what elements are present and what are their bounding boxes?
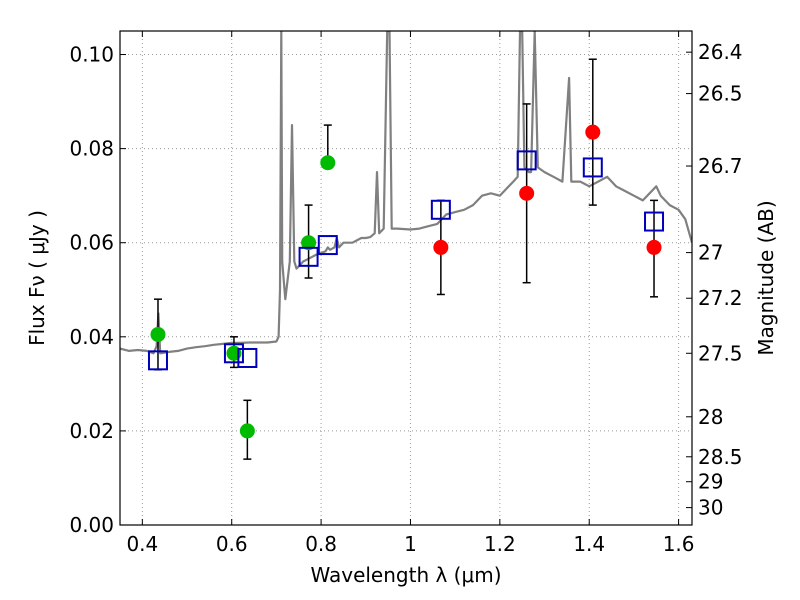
data-point (239, 423, 255, 439)
x-tick-label: 1.4 (573, 532, 605, 556)
x-axis-label: Wavelength λ (μm) (310, 563, 501, 587)
data-point (519, 185, 535, 201)
x-tick-label: 0.4 (126, 532, 158, 556)
y2-tick-label: 28.5 (698, 445, 743, 469)
model-point (147, 350, 168, 371)
model-spectrum-line (120, 31, 692, 355)
x-tick-label: 0.6 (216, 532, 248, 556)
model-point (298, 246, 319, 267)
model-point (582, 157, 603, 178)
y2-tick-label: 30 (698, 496, 723, 520)
x-tick-label: 0.8 (305, 532, 337, 556)
model-point (237, 347, 258, 368)
y-axis-label: Flux Fν ( μJy ) (25, 210, 49, 346)
y2-tick-label: 29 (698, 470, 723, 494)
data-point (150, 326, 166, 342)
plot-frame (119, 30, 693, 526)
y2-axis-label: Magnitude (AB) (754, 200, 778, 355)
y2-tick-label: 27 (698, 241, 723, 265)
errorbar-layer (153, 58, 659, 460)
data-point (646, 239, 662, 255)
y-tick-label: 0.02 (69, 419, 114, 443)
x-axis-ticks: 0.4 0.6 0.8 1 1.2 1.4 1.6 (126, 31, 695, 556)
y-tick-label: 0.06 (69, 231, 114, 255)
data-point (433, 239, 449, 255)
x-tick-label: 1.2 (484, 532, 516, 556)
model-point (516, 150, 537, 171)
grid-lines (120, 31, 692, 526)
model-point (317, 235, 338, 256)
y-axis-ticks: 0.00 0.02 0.04 0.06 0.08 0.10 (69, 43, 126, 537)
x-tick-label: 1 (404, 532, 417, 556)
model-point (430, 199, 451, 220)
y2-tick-label: 26.4 (698, 40, 743, 64)
marker-layer (147, 124, 665, 439)
x-tick-label: 1.6 (663, 532, 695, 556)
y2-tick-label: 26.5 (698, 82, 743, 106)
data-point (585, 124, 601, 140)
spectrum-layer (120, 31, 692, 355)
y-tick-label: 0.04 (69, 325, 114, 349)
y-tick-label: 0.10 (69, 43, 114, 67)
data-point (301, 235, 317, 251)
data-point (320, 155, 336, 171)
y2-tick-label: 27.5 (698, 341, 743, 365)
y2-tick-label: 27.2 (698, 286, 743, 310)
model-point (644, 211, 665, 232)
y2-tick-label: 28 (698, 405, 723, 429)
y-tick-label: 0.08 (69, 137, 114, 161)
y-tick-label: 0.00 (69, 513, 114, 537)
model-point (223, 343, 244, 364)
y2-tick-label: 26.7 (698, 154, 743, 178)
